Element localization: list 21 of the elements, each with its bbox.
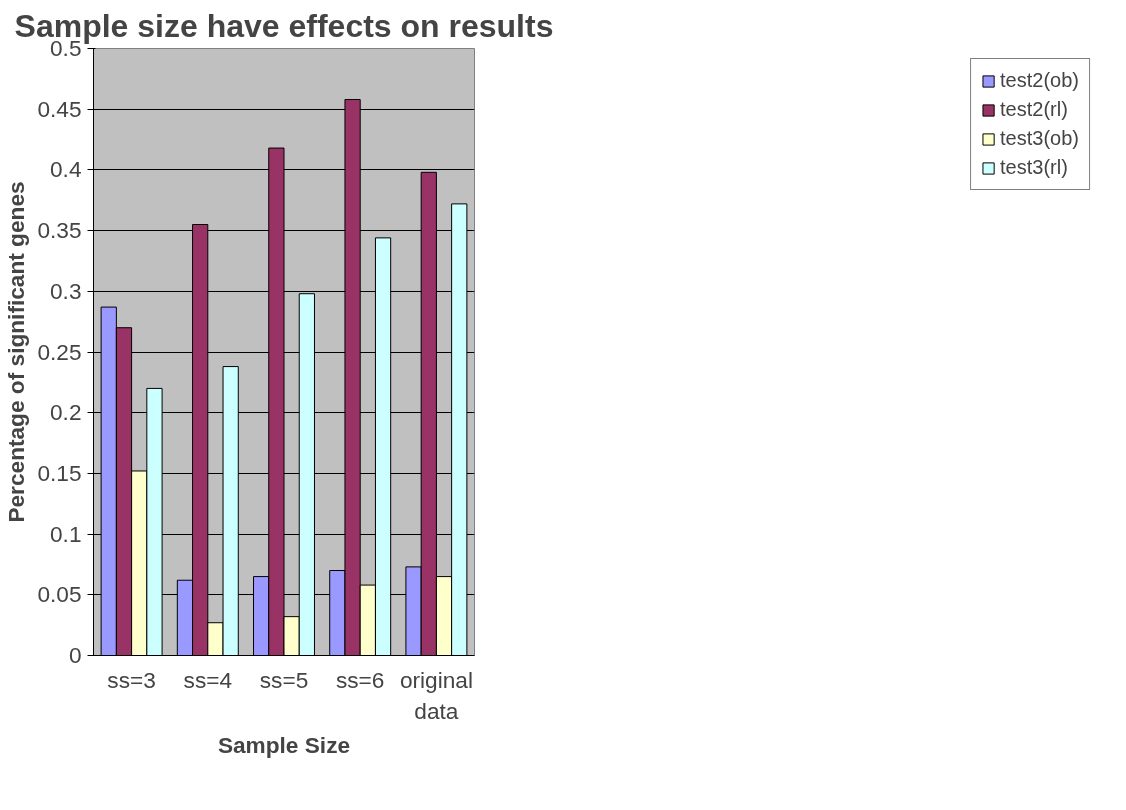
x-tick-label: ss=4 bbox=[183, 666, 233, 693]
y-tick-label: 0.45 bbox=[37, 95, 82, 122]
y-tick-label: 0.25 bbox=[37, 338, 82, 365]
legend-label: test3(rl) bbox=[1000, 156, 1068, 179]
y-tick-label: 0 bbox=[68, 642, 82, 668]
x-tick-label: original data bbox=[399, 666, 473, 724]
legend-label: test3(ob) bbox=[1000, 127, 1079, 150]
y-tick-label: 0.15 bbox=[37, 459, 82, 486]
y-tick-label: 0.1 bbox=[50, 520, 82, 547]
x-tick-label: ss=3 bbox=[107, 666, 156, 693]
y-tick-label: 0.3 bbox=[50, 277, 82, 304]
x-tick-label: ss=6 bbox=[335, 666, 385, 693]
y-axis-title: Percentage of significant genes bbox=[3, 181, 30, 523]
y-tick-label: 0.05 bbox=[37, 581, 82, 608]
x-tick-label: ss=5 bbox=[259, 666, 309, 693]
legend-label: test2(rl) bbox=[1000, 98, 1068, 121]
y-tick-label: 0.2 bbox=[50, 399, 82, 426]
x-axis-title: Sample Size bbox=[217, 731, 351, 758]
y-tick-label: 0.35 bbox=[37, 217, 82, 244]
y-tick-label: 0.4 bbox=[50, 156, 82, 183]
legend-label: test2(ob) bbox=[1000, 69, 1079, 92]
